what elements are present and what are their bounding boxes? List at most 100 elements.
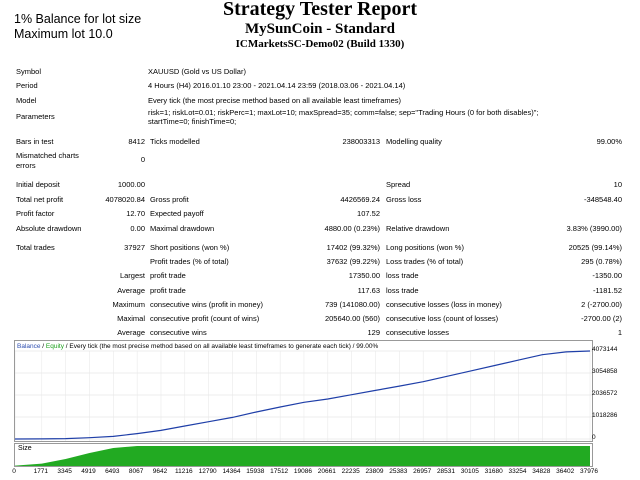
gross-profit-label: Gross profit xyxy=(150,195,189,204)
y-tick-label: 4073144 xyxy=(592,346,618,353)
short-positions-value: 17402 (99.32%) xyxy=(326,243,380,252)
maximal-profit-label: consecutive profit (count of wins) xyxy=(150,314,260,323)
chart-legend: Balance / Equity / Every tick (the most … xyxy=(17,343,378,350)
size-chart: Size xyxy=(14,443,593,467)
average-profit-value: 117.63 xyxy=(357,286,380,295)
balance-chart-svg xyxy=(15,350,592,441)
max-consecutive-losses-label: consecutive losses (loss in money) xyxy=(386,300,502,309)
y-tick-label: 2036572 xyxy=(592,390,618,397)
max-drawdown-value: 4880.00 (0.23%) xyxy=(324,224,380,233)
x-tick-label: 6493 xyxy=(105,468,120,475)
x-tick-label: 0 xyxy=(12,468,16,475)
params-label: Parameters xyxy=(16,112,55,121)
overlay-text: 1% Balance for lot size Maximum lot 10.0 xyxy=(14,12,141,42)
max-consecutive-wins-label: consecutive wins (profit in money) xyxy=(150,300,263,309)
expected-payoff-label: Expected payoff xyxy=(150,209,204,218)
profit-factor-label: Profit factor xyxy=(16,209,55,218)
quality-value: 99.00% xyxy=(596,137,622,146)
rel-drawdown-label: Relative drawdown xyxy=(386,224,450,233)
x-tick-label: 30105 xyxy=(460,468,479,475)
x-tick-label: 3345 xyxy=(57,468,72,475)
x-tick-label: 23809 xyxy=(365,468,384,475)
x-tick-label: 9642 xyxy=(152,468,168,475)
balance-line xyxy=(15,350,591,440)
largest-loss-label: loss trade xyxy=(386,271,419,280)
average-consecutive-label: Average xyxy=(117,328,145,337)
average-label: Average xyxy=(117,286,145,295)
x-tick-label: 22235 xyxy=(341,468,360,475)
profit-trades-label: Profit trades (% of total) xyxy=(150,257,229,266)
size-chart-svg xyxy=(15,446,590,466)
period-value: 4 Hours (H4) 2016.01.10 23:00 - 2021.04.… xyxy=(148,81,406,90)
legend-description: / Every tick (the most precise method ba… xyxy=(64,343,379,350)
maximal-label: Maximal xyxy=(117,314,145,323)
rel-drawdown-value: 3.83% (3990.00) xyxy=(566,224,622,233)
x-tick-label: 25383 xyxy=(389,468,408,475)
largest-profit-label: profit trade xyxy=(150,271,186,280)
abs-drawdown-value: 0.00 xyxy=(130,224,145,233)
average-loss-label: loss trade xyxy=(386,286,419,295)
spread-label: Spread xyxy=(386,180,411,189)
largest-loss-value: -1350.00 xyxy=(592,271,622,280)
max-drawdown-label: Maximal drawdown xyxy=(150,224,215,233)
balance-lot-label: 1% Balance for lot size xyxy=(14,12,142,26)
avg-consecutive-losses-value: 1 xyxy=(617,328,622,337)
maximal-profit-value: 205640.00 (560) xyxy=(324,314,380,323)
profit-trades-value: 37632 (99.22%) xyxy=(326,257,380,266)
legend-equity: Equity xyxy=(45,343,64,350)
x-tick-label: 20661 xyxy=(317,468,336,475)
total-trades-value: 37927 xyxy=(124,243,145,252)
max-lot-label: Maximum lot 10.0 xyxy=(14,27,113,41)
short-positions-label: Short positions (won %) xyxy=(150,243,230,252)
gross-profit-value: 4426569.24 xyxy=(340,195,380,204)
quality-label: Modelling quality xyxy=(386,137,442,146)
avg-consecutive-losses-label: consecutive losses xyxy=(386,328,449,337)
ticks-value: 238003313 xyxy=(342,137,380,146)
deposit-value: 1000.00 xyxy=(117,180,145,189)
y-tick-label: 3054858 xyxy=(592,368,618,375)
size-area xyxy=(15,446,590,466)
x-tick-label: 33254 xyxy=(508,468,527,475)
x-tick-label: 36402 xyxy=(556,468,575,475)
params-line1: risk=1; riskLot=0.01; riskPerc=1; maxLot… xyxy=(148,108,539,117)
y-tick-label: 0 xyxy=(592,434,596,441)
expected-payoff-value: 107.52 xyxy=(357,209,380,218)
symbol-value: XAUUSD (Gold vs US Dollar) xyxy=(148,67,246,76)
size-label: Size xyxy=(18,445,32,452)
mismatch-label-2: errors xyxy=(16,161,36,170)
x-tick-label: 8067 xyxy=(128,468,144,475)
symbol-label: Symbol xyxy=(16,67,42,76)
avg-consecutive-wins-label: consecutive wins xyxy=(150,328,207,337)
average-profit-label: profit trade xyxy=(150,286,186,295)
bars-value: 8412 xyxy=(128,137,145,146)
profit-factor-value: 12.70 xyxy=(126,209,145,218)
report-title: Strategy Tester Report xyxy=(222,0,418,20)
x-tick-label: 15938 xyxy=(246,468,265,475)
maximal-loss-value: -2700.00 (2) xyxy=(581,314,622,323)
x-tick-label: 11216 xyxy=(175,468,193,475)
gross-loss-label: Gross loss xyxy=(386,195,422,204)
long-positions-label: Long positions (won %) xyxy=(386,243,464,252)
x-tick-label: 1771 xyxy=(33,468,49,475)
x-tick-label: 26957 xyxy=(413,468,432,475)
x-tick-label: 4919 xyxy=(81,468,96,475)
bars-label: Bars in test xyxy=(16,137,54,146)
x-tick-label: 17512 xyxy=(270,468,289,475)
average-loss-value: -1181.52 xyxy=(592,286,622,295)
model-label: Model xyxy=(16,96,37,105)
abs-drawdown-label: Absolute drawdown xyxy=(16,224,82,233)
x-tick-label: 31680 xyxy=(484,468,503,475)
mismatch-label: Mismatched charts xyxy=(16,151,79,160)
legend-separator: / xyxy=(40,343,46,350)
avg-consecutive-wins-value: 129 xyxy=(367,328,380,337)
x-tick-label: 28531 xyxy=(436,468,456,475)
total-trades-label: Total trades xyxy=(16,243,55,252)
net-profit-value: 4078020.84 xyxy=(105,195,145,204)
x-tick-label: 19086 xyxy=(293,468,313,475)
x-tick-label: 12790 xyxy=(198,468,217,475)
loss-trades-value: 295 (0.78%) xyxy=(581,257,622,266)
server-name: ICMarketsSC-Demo02 (Build 1330) xyxy=(235,38,405,50)
spread-value: 10 xyxy=(613,180,622,189)
period-label: Period xyxy=(16,81,38,90)
net-profit-label: Total net profit xyxy=(16,195,64,204)
